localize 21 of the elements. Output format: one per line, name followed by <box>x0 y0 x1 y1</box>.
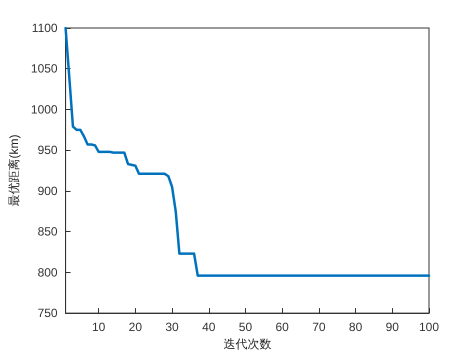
y-tick-label: 1100 <box>32 21 58 35</box>
x-tick-label: 10 <box>92 320 106 334</box>
x-tick-label: 80 <box>348 320 363 334</box>
x-tick-label: 100 <box>418 320 440 334</box>
x-axis-title: 迭代次数 <box>223 337 272 351</box>
x-tick-label: 40 <box>202 320 216 334</box>
y-tick-label: 1000 <box>30 102 58 116</box>
x-tick-label: 30 <box>165 320 180 334</box>
x-tick-label: 50 <box>238 320 252 334</box>
y-tick-label: 850 <box>38 224 58 239</box>
y-tick-label: 1050 <box>30 62 58 76</box>
y-tick-label: 800 <box>38 265 58 280</box>
x-tick-label: 90 <box>386 320 400 334</box>
y-tick-label: 900 <box>38 184 58 198</box>
x-tick-label: 20 <box>128 320 142 334</box>
y-tick-label: 950 <box>38 143 58 158</box>
line-series <box>64 26 430 277</box>
y-axis-title: 最优距离(km) <box>7 134 21 207</box>
y-tick-label: 750 <box>38 306 58 320</box>
x-tick-label: 60 <box>275 320 290 334</box>
x-tick-label: 70 <box>312 320 326 334</box>
